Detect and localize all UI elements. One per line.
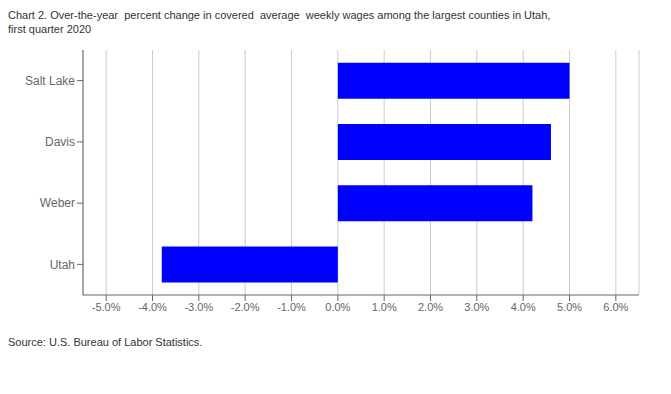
svg-text:Davis: Davis: [45, 135, 75, 149]
svg-text:6.0%: 6.0%: [603, 301, 628, 313]
svg-text:-2.0%: -2.0%: [231, 301, 260, 313]
html-text:Chart 2. Over-the-year percent: Chart 2. Over-the-year percent change in…: [8, 9, 551, 21]
svg-text:1.0%: 1.0%: [372, 301, 397, 313]
html-text:first quarter 2020: first quarter 2020: [8, 23, 92, 35]
svg-text:Salt Lake: Salt Lake: [25, 74, 75, 88]
svg-text:0.0%: 0.0%: [325, 301, 350, 313]
svg-text:-3.0%: -3.0%: [184, 301, 213, 313]
svg-text:4.0%: 4.0%: [511, 301, 536, 313]
html-text:Source: U.S. Bureau of Labor S: Source: U.S. Bureau of Labor Statistics.: [8, 336, 203, 348]
svg-text:-4.0%: -4.0%: [138, 301, 167, 313]
svg-text:5.0%: 5.0%: [557, 301, 582, 313]
svg-text:2.0%: 2.0%: [418, 301, 443, 313]
svg-text:Utah: Utah: [50, 258, 75, 272]
svg-text:Weber: Weber: [40, 196, 75, 210]
svg-text:3.0%: 3.0%: [464, 301, 489, 313]
svg-text:-1.0%: -1.0%: [277, 301, 306, 313]
svg-text:-5.0%: -5.0%: [92, 301, 121, 313]
